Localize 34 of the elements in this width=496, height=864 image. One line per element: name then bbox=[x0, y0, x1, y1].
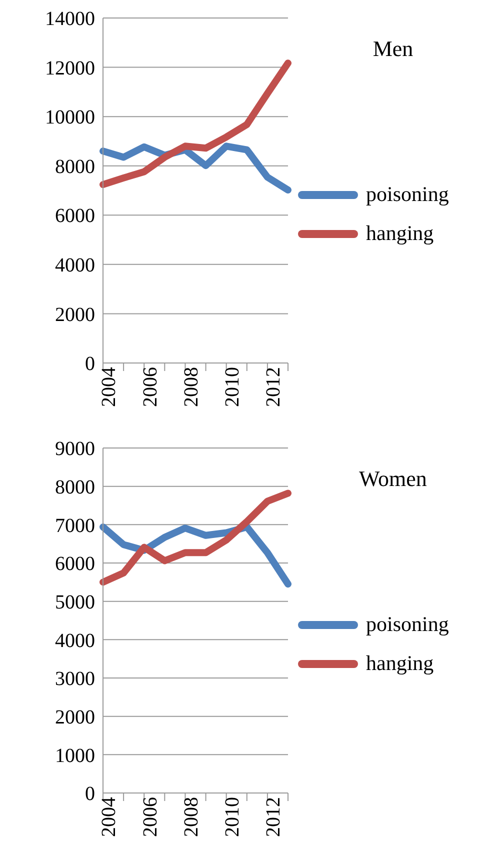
y-tick-label: 0 bbox=[85, 783, 95, 806]
x-tick-label: 2008 bbox=[180, 797, 202, 837]
y-tick-label: 14000 bbox=[45, 8, 95, 30]
legend-label: poisoning bbox=[366, 612, 449, 637]
x-tick-label: 2006 bbox=[139, 367, 162, 407]
y-tick-label: 4000 bbox=[55, 630, 95, 652]
y-tick-label: 2000 bbox=[55, 706, 95, 728]
y-tick-label: 6000 bbox=[55, 205, 95, 228]
legend-label: hanging bbox=[366, 221, 434, 246]
y-tick-label: 12000 bbox=[45, 57, 95, 80]
y-tick-label: 1000 bbox=[55, 744, 95, 767]
y-tick-label: 10000 bbox=[45, 106, 95, 129]
x-tick-label: 2012 bbox=[262, 367, 285, 407]
x-tick-label: 2010 bbox=[222, 797, 244, 837]
text: Men bbox=[372, 36, 414, 62]
y-tick-label: 8000 bbox=[55, 476, 95, 498]
y-tick-label: 4000 bbox=[55, 254, 95, 277]
y-tick-label: 8000 bbox=[55, 156, 95, 178]
y-tick-label: 7000 bbox=[55, 514, 95, 537]
x-tick-label: 2010 bbox=[222, 367, 244, 407]
y-tick-label: 5000 bbox=[55, 591, 95, 614]
text: Women bbox=[358, 466, 428, 492]
y-tick-label: 2000 bbox=[55, 304, 95, 326]
x-tick-label: 2004 bbox=[98, 367, 120, 407]
y-tick-label: 6000 bbox=[55, 553, 95, 576]
legend-label: hanging bbox=[366, 651, 434, 676]
x-tick-label: 2006 bbox=[139, 797, 162, 837]
y-tick-label: 3000 bbox=[55, 668, 95, 690]
x-tick-label: 2004 bbox=[98, 797, 120, 837]
x-tick-label: 2008 bbox=[180, 367, 202, 407]
x-tick-label: 2012 bbox=[262, 797, 285, 837]
y-tick-label: 0 bbox=[85, 353, 95, 376]
y-tick-label: 9000 bbox=[55, 438, 95, 460]
legend-label: poisoning bbox=[366, 182, 449, 207]
